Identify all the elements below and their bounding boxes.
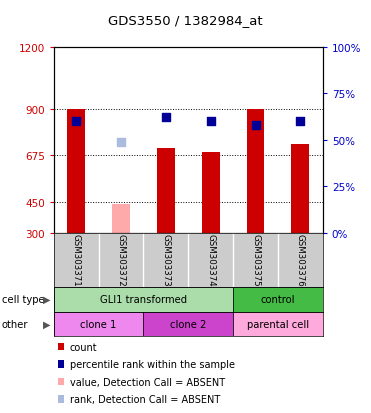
Bar xyxy=(233,287,323,312)
Text: percentile rank within the sample: percentile rank within the sample xyxy=(70,359,235,369)
Point xyxy=(118,139,124,146)
Text: GSM303371: GSM303371 xyxy=(72,234,81,287)
Text: GSM303375: GSM303375 xyxy=(251,234,260,287)
Point xyxy=(253,122,259,129)
Text: GLI1 transformed: GLI1 transformed xyxy=(100,294,187,304)
Bar xyxy=(157,149,175,233)
Text: GSM303373: GSM303373 xyxy=(161,234,170,287)
Bar xyxy=(144,312,233,337)
Bar xyxy=(247,109,265,233)
Point xyxy=(298,119,303,125)
Point xyxy=(163,115,169,121)
Text: parental cell: parental cell xyxy=(247,319,309,329)
Point xyxy=(208,119,214,125)
Text: control: control xyxy=(261,294,295,304)
Text: value, Detection Call = ABSENT: value, Detection Call = ABSENT xyxy=(70,377,225,387)
Point xyxy=(73,119,79,125)
Text: cell type: cell type xyxy=(2,294,45,304)
Bar xyxy=(54,312,144,337)
Bar xyxy=(202,153,220,233)
Text: GSM303374: GSM303374 xyxy=(206,234,215,287)
Text: other: other xyxy=(2,319,28,329)
Text: clone 2: clone 2 xyxy=(170,319,207,329)
Text: GDS3550 / 1382984_at: GDS3550 / 1382984_at xyxy=(108,14,263,27)
Text: rank, Detection Call = ABSENT: rank, Detection Call = ABSENT xyxy=(70,394,220,404)
Text: GSM303376: GSM303376 xyxy=(296,234,305,287)
Bar xyxy=(54,287,233,312)
Text: clone 1: clone 1 xyxy=(81,319,117,329)
Bar xyxy=(233,312,323,337)
Text: ▶: ▶ xyxy=(43,294,51,304)
Bar xyxy=(291,145,309,233)
Text: GSM303372: GSM303372 xyxy=(116,234,125,287)
Text: count: count xyxy=(70,342,97,352)
Bar xyxy=(112,204,130,233)
Bar xyxy=(67,109,85,233)
Text: ▶: ▶ xyxy=(43,319,51,329)
